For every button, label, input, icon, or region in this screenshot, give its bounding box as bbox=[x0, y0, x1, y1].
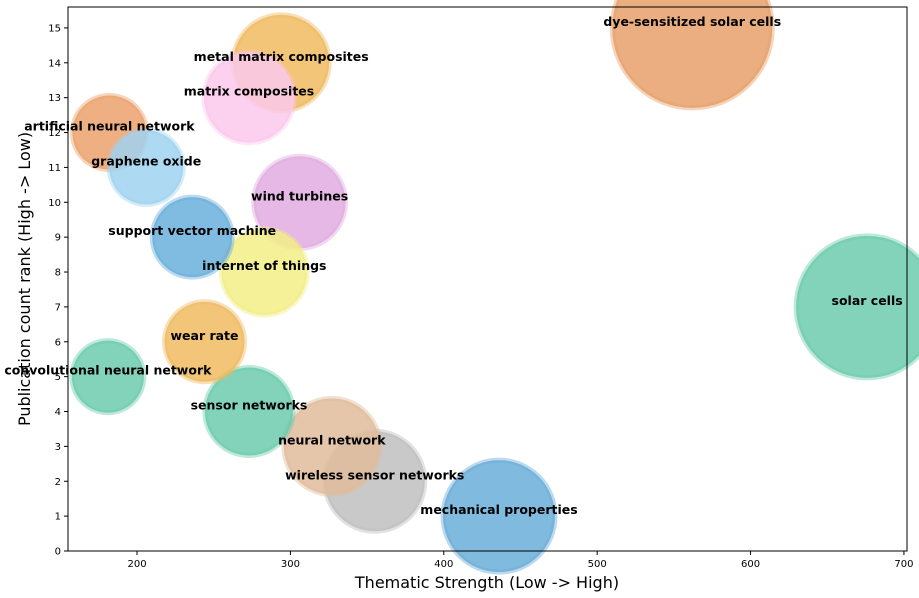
bubble-label: wear rate bbox=[170, 328, 238, 343]
y-tick-label: 11 bbox=[48, 163, 61, 174]
bubble bbox=[793, 233, 919, 381]
y-tick-label: 12 bbox=[48, 128, 61, 139]
bubble bbox=[162, 299, 248, 385]
bubble-label: wireless sensor networks bbox=[285, 467, 464, 482]
bubble-label: artificial neural network bbox=[24, 119, 195, 134]
y-tick-label: 2 bbox=[55, 477, 61, 488]
y-axis-title: Publication count rank (High -> Low) bbox=[15, 132, 34, 426]
bubble-label: convolutional neural network bbox=[4, 363, 212, 378]
y-tick-label: 8 bbox=[55, 268, 61, 279]
bubble-label: metal matrix composites bbox=[194, 49, 369, 64]
bubble-label: mechanical properties bbox=[420, 502, 577, 517]
y-tick-label: 3 bbox=[55, 442, 61, 453]
bubble bbox=[149, 194, 235, 280]
bubble bbox=[106, 127, 186, 207]
y-tick-label: 5 bbox=[55, 372, 61, 383]
y-tick-label: 4 bbox=[55, 407, 61, 418]
x-tick-label: 500 bbox=[588, 559, 607, 570]
bubble-layer bbox=[69, 0, 919, 575]
y-tick-label: 7 bbox=[55, 302, 61, 313]
bubble-label: graphene oxide bbox=[91, 153, 201, 168]
bubble bbox=[202, 365, 296, 459]
x-tick-label: 400 bbox=[434, 559, 453, 570]
y-tick-label: 13 bbox=[48, 93, 61, 104]
x-tick-label: 200 bbox=[127, 559, 146, 570]
bubble-label: neural network bbox=[278, 432, 386, 447]
bubble bbox=[201, 50, 297, 146]
y-tick-label: 0 bbox=[55, 547, 61, 558]
y-tick-label: 10 bbox=[48, 198, 61, 209]
bubble-label: support vector machine bbox=[108, 223, 276, 238]
bubble-label: dye-sensitized solar cells bbox=[603, 14, 781, 29]
bubble-label: internet of things bbox=[202, 258, 326, 273]
x-tick-label: 700 bbox=[894, 559, 913, 570]
y-tick-label: 15 bbox=[48, 23, 61, 34]
bubble-label: solar cells bbox=[832, 293, 903, 308]
plot-frame bbox=[67, 6, 908, 552]
bubble bbox=[440, 457, 558, 575]
bubble-label: matrix composites bbox=[184, 84, 314, 99]
y-tick-label: 1 bbox=[55, 512, 61, 523]
y-tick-label: 9 bbox=[55, 233, 61, 244]
bubble-label: sensor networks bbox=[191, 398, 308, 413]
bubble bbox=[609, 0, 775, 111]
bubble bbox=[69, 338, 147, 416]
x-axis-title: Thematic Strength (Low -> High) bbox=[354, 573, 619, 592]
bubble bbox=[281, 395, 383, 497]
bubble-label: wind turbines bbox=[251, 188, 348, 203]
y-tick-label: 6 bbox=[55, 337, 61, 348]
y-tick-label: 14 bbox=[48, 58, 61, 69]
bubble-label-layer: dye-sensitized solar cells metal matrix c… bbox=[4, 14, 902, 517]
x-tick-label: 600 bbox=[741, 559, 760, 570]
x-tick-label: 300 bbox=[281, 559, 300, 570]
bubble bbox=[218, 226, 310, 318]
x-axis: 200 300 400 500 600 700 bbox=[127, 551, 913, 570]
